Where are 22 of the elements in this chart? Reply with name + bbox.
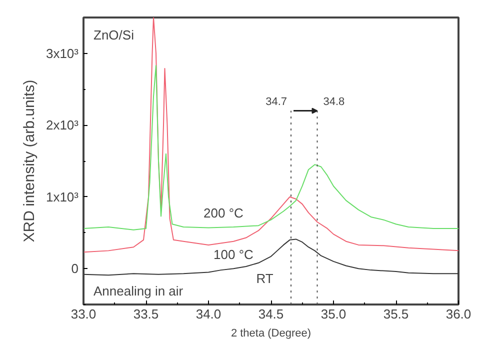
x-tick-label: 34.0 (196, 306, 222, 322)
x-tick-label: 36.0 (446, 306, 472, 322)
series-label: RT (256, 270, 274, 286)
line-series (84, 65, 458, 230)
x-tick-label: 33.5 (133, 306, 159, 322)
y-tick-label: 2x10³ (46, 118, 80, 133)
annotation: 34.7 (266, 96, 288, 108)
x-axis-title: 2 theta (Degree) (230, 328, 312, 340)
line-series (84, 238, 458, 276)
y-tick-label: 1x10³ (46, 189, 80, 204)
annotation: Annealing in air (94, 284, 184, 298)
x-tick-label: 34.5 (258, 306, 284, 322)
annotation: 34.8 (323, 96, 345, 108)
y-axis-title: XRD intensity (arb.units) (20, 80, 38, 242)
y-tick-label: 0 (71, 261, 79, 276)
x-tick-label: 35.5 (383, 306, 409, 322)
x-tick-label: 35.0 (320, 306, 346, 322)
series-label: 200 °C (204, 206, 244, 221)
annotation: ZnO/Si (94, 28, 134, 42)
series-label: 100 °C (214, 246, 254, 262)
y-tick-label: 3x10³ (46, 46, 80, 61)
x-tick-label: 33.0 (70, 306, 96, 322)
